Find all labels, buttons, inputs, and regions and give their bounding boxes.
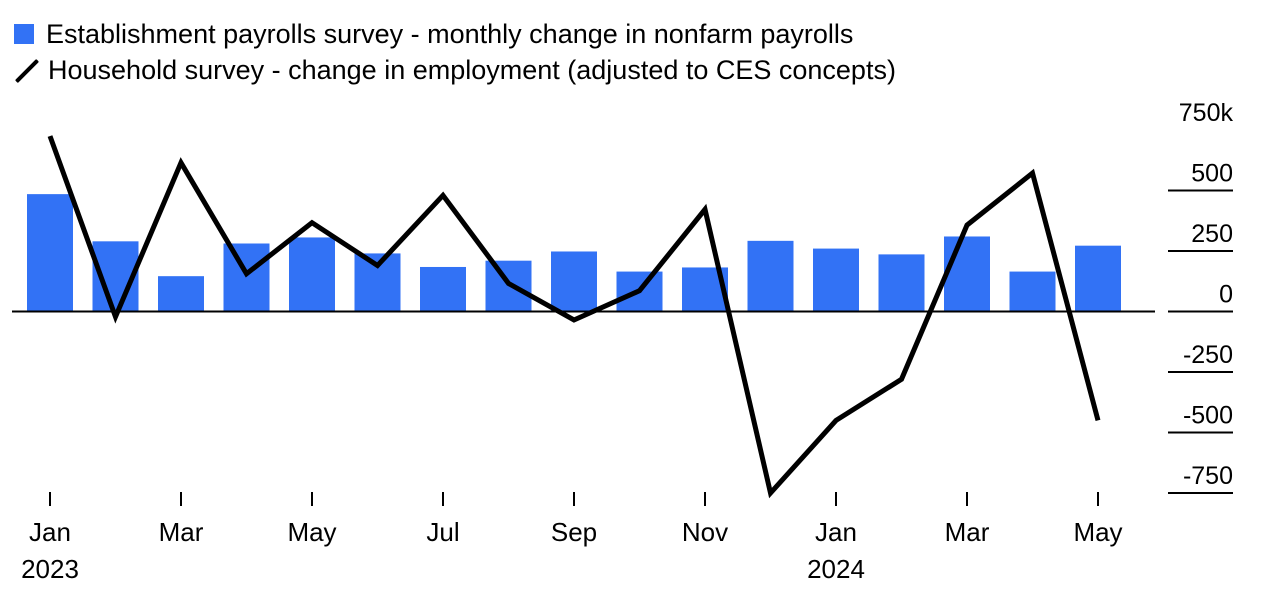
x-tick-label: Jan xyxy=(815,517,857,547)
y-tick-label: 500 xyxy=(1191,160,1233,188)
x-tick-label: May xyxy=(287,517,336,547)
line-series xyxy=(47,135,1101,499)
bar xyxy=(747,240,794,312)
bar-swatch-icon xyxy=(14,24,34,44)
y-tick-label: -250 xyxy=(1183,341,1233,369)
legend-item-establishment: Establishment payrolls survey - monthly … xyxy=(14,16,896,52)
bar xyxy=(1075,245,1121,312)
bar xyxy=(223,243,270,312)
x-tick-label: Sep xyxy=(551,517,597,547)
bar xyxy=(1009,271,1056,312)
y-tick-label: 250 xyxy=(1191,220,1233,248)
bar xyxy=(878,254,925,312)
legend-label-household: Household survey - change in employment … xyxy=(48,54,896,85)
x-tick-label: Nov xyxy=(682,517,728,547)
x-tick-label: Jul xyxy=(426,517,459,547)
bar-series xyxy=(27,194,1121,312)
bar xyxy=(27,194,73,312)
bar xyxy=(813,248,859,312)
y-tick-label: -750 xyxy=(1183,462,1233,490)
bar xyxy=(289,237,335,312)
legend: Establishment payrolls survey - monthly … xyxy=(14,16,896,88)
legend-item-household: Household survey - change in employment … xyxy=(14,52,896,88)
x-tick-year-label: 2024 xyxy=(807,554,865,584)
household-line xyxy=(47,135,1101,499)
legend-label-establishment: Establishment payrolls survey - monthly … xyxy=(46,18,854,49)
x-tick-year-label: 2023 xyxy=(21,554,79,584)
x-tick-label: May xyxy=(1073,517,1122,547)
y-tick-label: 750k xyxy=(1179,99,1234,127)
x-tick-label: Jan xyxy=(29,517,71,547)
y-axis: 750k 500 250 0 -250 -500 -750 xyxy=(1168,99,1234,494)
bar xyxy=(158,276,204,312)
bar xyxy=(944,236,990,312)
bar xyxy=(551,251,597,312)
x-axis: Jan 2023 Mar May Jul Sep Nov Jan 2024 Mar May xyxy=(21,492,1123,584)
y-tick-label: -500 xyxy=(1183,402,1233,430)
y-tick-label: 0 xyxy=(1219,281,1233,309)
bar xyxy=(420,266,466,312)
x-tick-label: Mar xyxy=(159,517,204,547)
x-tick-label: Mar xyxy=(945,517,990,547)
